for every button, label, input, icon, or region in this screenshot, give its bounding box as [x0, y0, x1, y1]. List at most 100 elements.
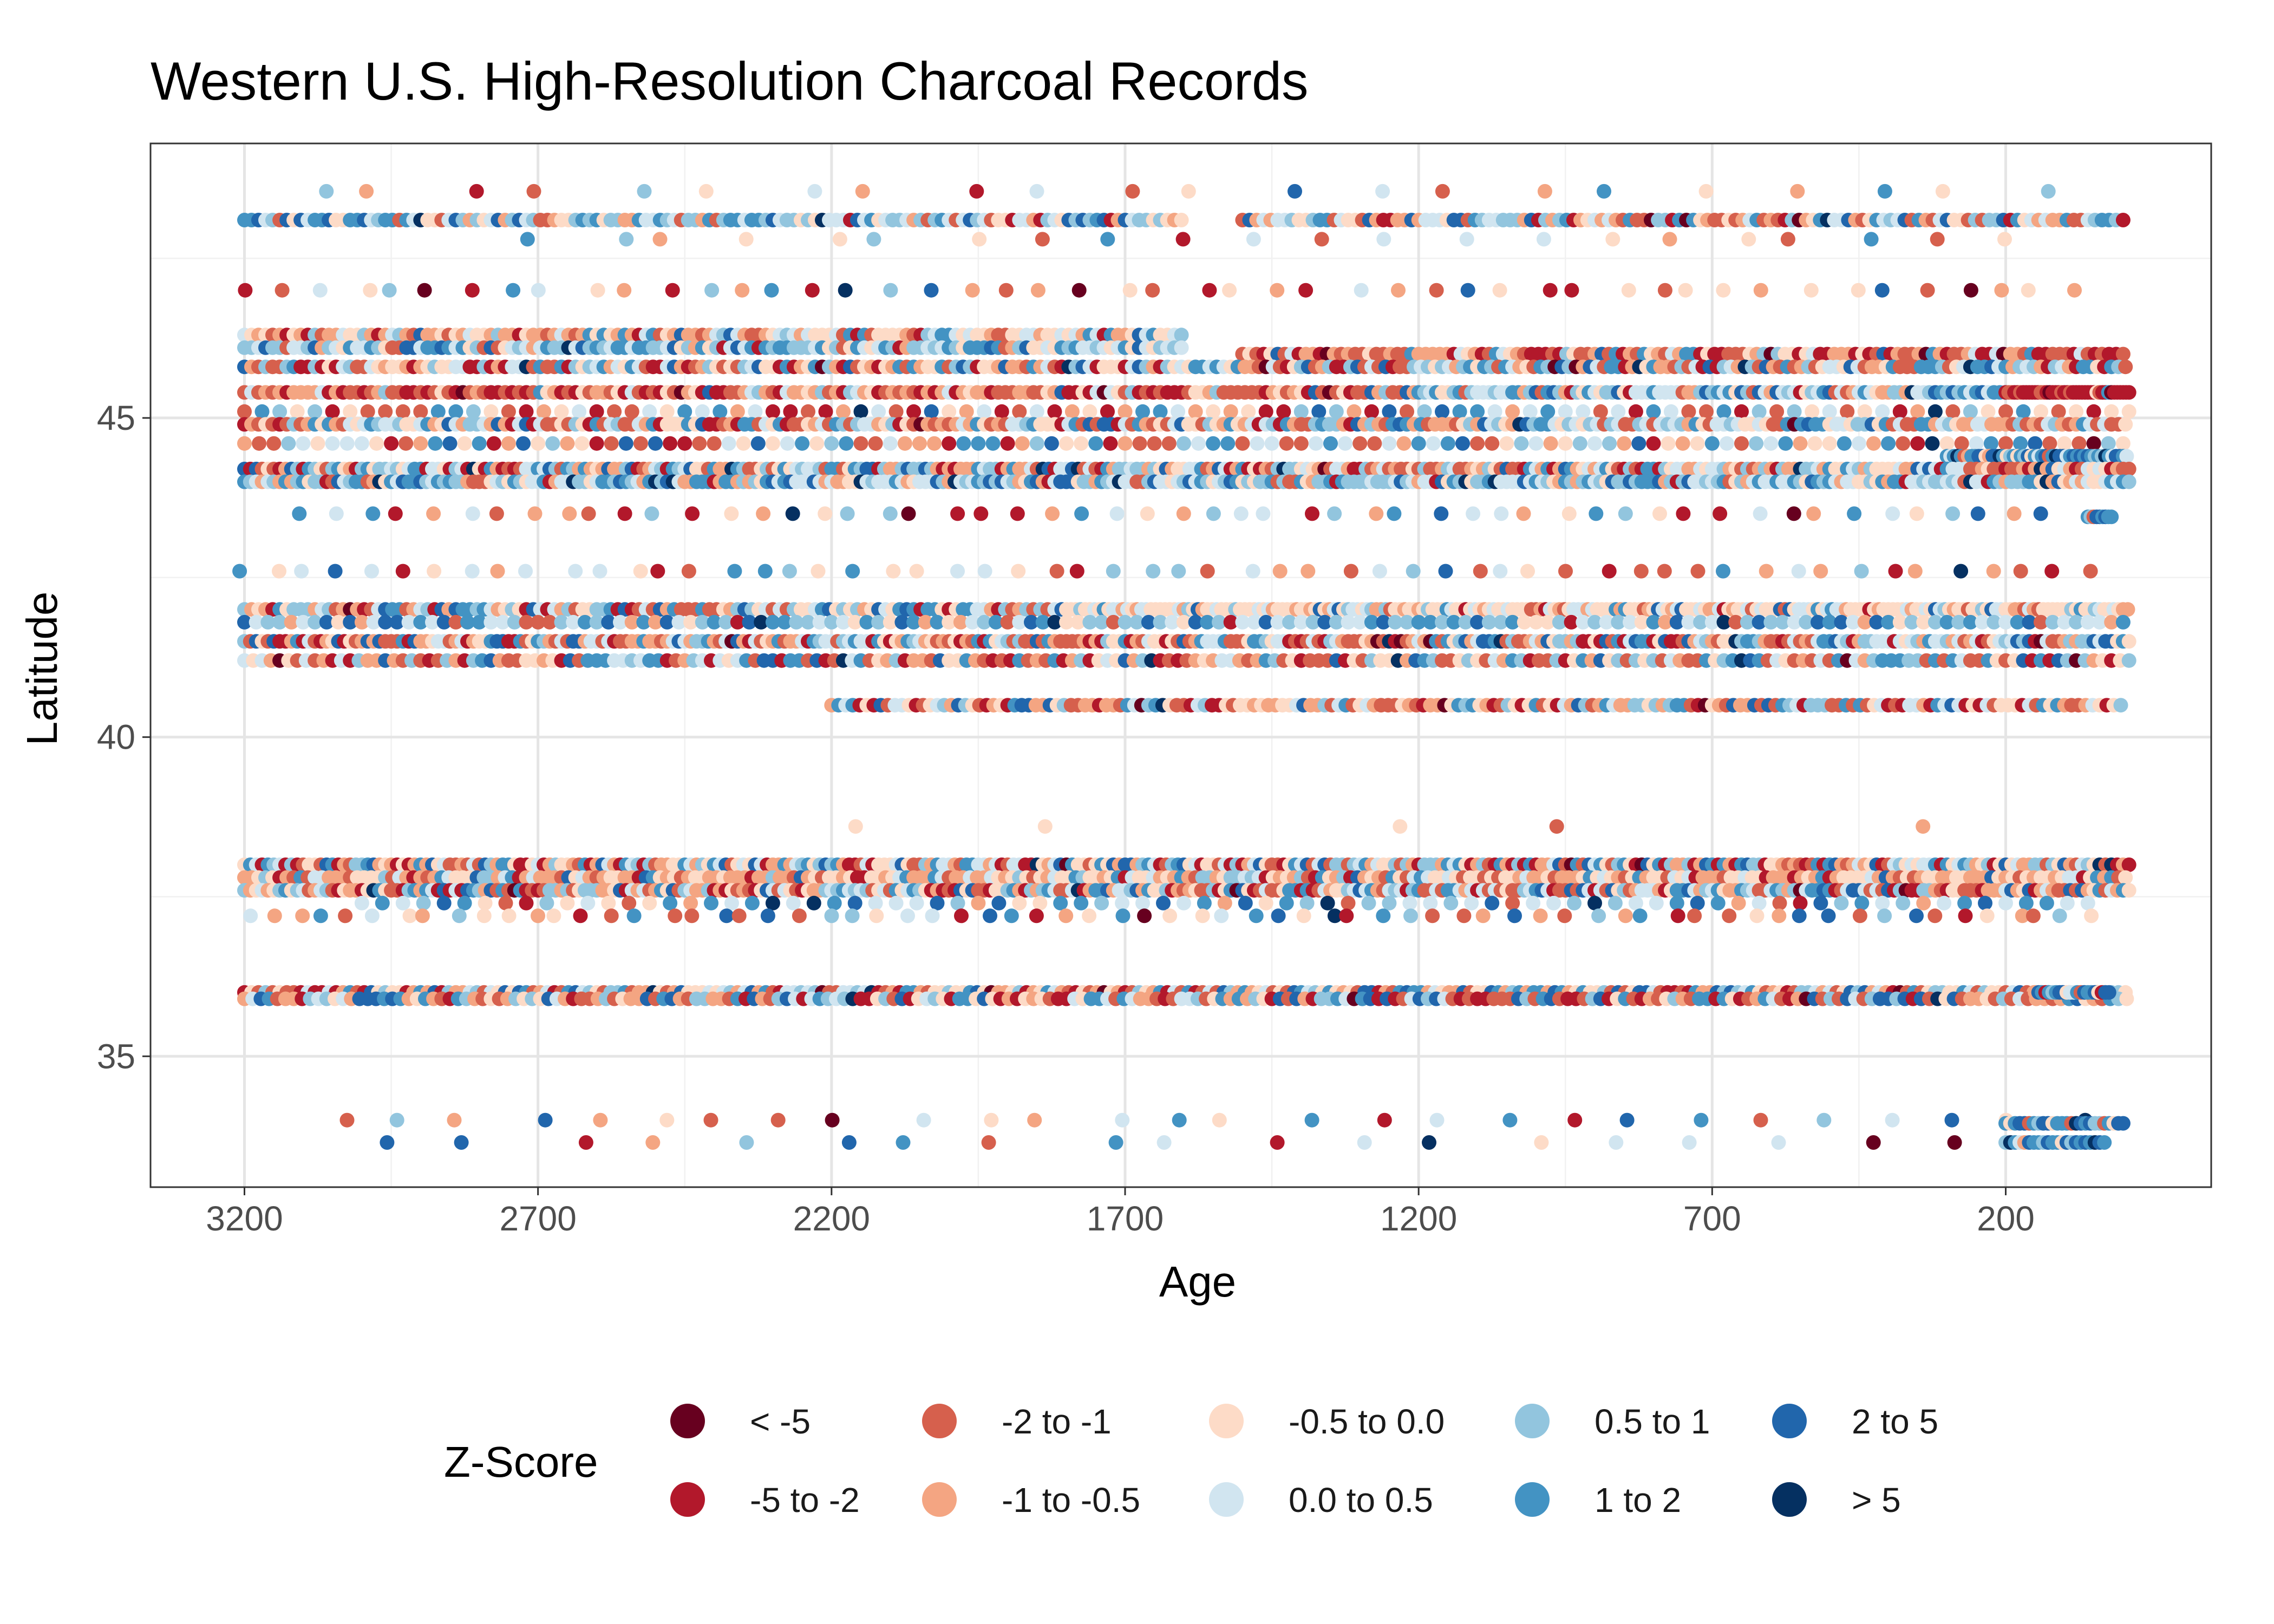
data-point — [1945, 404, 1961, 419]
data-point — [1035, 232, 1050, 247]
data-point — [1206, 506, 1221, 521]
data-point — [648, 436, 663, 451]
data-point — [580, 895, 596, 911]
data-point — [1264, 436, 1279, 451]
data-point — [520, 232, 535, 247]
data-point — [912, 436, 927, 451]
data-point — [417, 283, 432, 298]
data-point — [824, 436, 839, 451]
data-point — [783, 404, 798, 419]
data-point — [1391, 283, 1406, 298]
data-point — [1174, 213, 1189, 227]
data-point — [1690, 564, 1706, 579]
data-point — [1710, 895, 1726, 911]
data-point — [1998, 614, 2013, 630]
data-point — [1481, 614, 1497, 630]
data-point — [1191, 436, 1206, 451]
data-point — [1118, 436, 1133, 451]
data-point — [1652, 506, 1667, 521]
data-point — [589, 436, 604, 451]
data-point — [2016, 404, 2031, 419]
data-point — [1455, 436, 1470, 451]
data-point — [1520, 564, 1535, 579]
data-point — [1250, 436, 1265, 451]
data-point — [754, 614, 769, 630]
data-point — [2033, 506, 2048, 521]
data-point — [795, 436, 810, 451]
data-point — [1485, 436, 1500, 451]
data-point — [1411, 436, 1426, 451]
data-point — [1780, 232, 1795, 247]
chart-title: Western U.S. High-Resolution Charcoal Re… — [151, 51, 1309, 111]
data-point — [1045, 506, 1060, 521]
data-point — [249, 614, 264, 630]
data-point — [1786, 506, 1801, 521]
data-point — [909, 895, 924, 911]
data-point — [994, 404, 1009, 419]
data-point — [2084, 908, 2099, 924]
data-point — [765, 436, 780, 451]
data-point — [1411, 614, 1426, 630]
data-point — [1485, 895, 1500, 911]
data-point — [869, 908, 884, 924]
data-point — [359, 184, 374, 199]
data-point — [1875, 404, 1890, 419]
data-point — [1012, 404, 1027, 419]
data-point — [1029, 908, 1044, 924]
data-point — [1429, 283, 1444, 298]
data-point — [1352, 614, 1368, 630]
data-point — [1372, 564, 1387, 579]
data-point — [1212, 614, 1226, 630]
data-point — [1176, 436, 1191, 451]
data-point — [663, 436, 678, 451]
data-point — [1174, 340, 1189, 355]
data-point — [2104, 614, 2119, 630]
data-point — [2115, 436, 2131, 451]
data-point — [592, 564, 607, 579]
data-point — [642, 895, 657, 911]
data-point — [1423, 895, 1438, 911]
data-point — [1175, 232, 1191, 247]
data-point — [428, 436, 443, 451]
data-point — [331, 614, 346, 630]
data-point — [1402, 895, 1417, 911]
data-point — [518, 564, 533, 579]
data-point — [519, 614, 534, 630]
data-point — [590, 283, 605, 298]
data-point — [1752, 404, 1767, 419]
data-point — [2104, 404, 2119, 419]
data-point — [232, 564, 247, 579]
data-point — [1301, 564, 1316, 579]
data-point — [760, 908, 775, 924]
data-point — [1623, 614, 1637, 630]
data-point — [818, 404, 833, 419]
data-point — [457, 436, 472, 451]
data-point — [526, 184, 541, 199]
data-point — [681, 564, 696, 579]
data-point — [1296, 908, 1311, 924]
data-point — [1202, 283, 1217, 298]
data-point — [1347, 404, 1362, 419]
data-point — [1896, 436, 1911, 451]
data-point — [292, 506, 307, 521]
data-point — [1558, 564, 1573, 579]
data-point — [1279, 895, 1294, 911]
data-point — [1646, 614, 1661, 630]
data-point — [665, 283, 680, 298]
data-point — [1382, 404, 1397, 419]
data-point — [1339, 908, 1354, 924]
data-point — [950, 895, 965, 911]
data-point — [1029, 184, 1044, 199]
data-point — [818, 506, 833, 521]
data-point — [2057, 614, 2072, 630]
data-point — [365, 506, 381, 521]
data-point — [1957, 895, 1972, 911]
data-point — [965, 614, 980, 630]
data-point — [809, 436, 825, 451]
data-point — [883, 614, 898, 630]
data-point — [1327, 506, 1342, 521]
data-point — [501, 436, 516, 451]
data-point — [930, 614, 945, 630]
data-point — [1589, 506, 1604, 521]
data-point — [1663, 404, 1678, 419]
